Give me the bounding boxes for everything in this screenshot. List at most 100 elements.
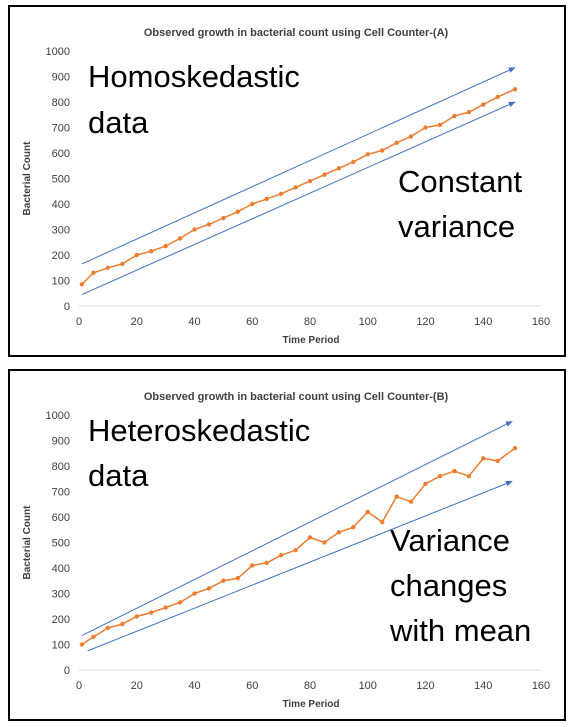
chart-b-trend-lines [81,420,513,652]
chart-b-data-point [177,600,183,605]
chart-a-data-point [105,265,111,270]
chart-a-x-tick-label: 100 [359,316,377,328]
chart-b-x-tick-label: 80 [304,680,316,692]
chart-b-data-point [163,605,168,610]
chart-b-x-tick-label: 20 [131,680,143,692]
chart-a-data-point [221,215,226,221]
chart-b-data-point [120,621,125,627]
chart-b-data-point [264,560,269,566]
chart-a-data-point [148,248,154,254]
chart-a-data-point [423,125,428,130]
chart-a-x-tick-label: 60 [246,316,258,328]
chart-a-x-ticks: 0 20 40 60 80 100 120 140 160 [76,316,550,328]
chart-a-title: Observed growth in bacterial count using… [144,27,449,39]
chart-a-annotation-2: data [88,105,149,140]
chart-a-data-point [250,201,255,207]
chart-b-data-point [192,591,197,596]
chart-a-annotation-1: Homoskedastic [88,59,300,94]
chart-a-data-point [79,282,85,287]
chart-b-data-point [322,540,327,545]
chart-a-data-point [322,172,327,177]
chart-b-data-point [336,530,342,535]
chart-b-data-point [466,474,472,479]
chart-a-y-tick-label: 800 [52,97,70,109]
chart-b-data-point [351,525,356,530]
chart-a-trend-line-upper [81,67,516,265]
chart-b-data-point [408,499,414,504]
chart-a-series [79,87,518,287]
chart-b-data-point [437,474,443,479]
chart-b-x-ticks: 0 20 40 60 80 100 120 140 160 [76,680,550,692]
chart-a-annotation-3: Constant [398,164,522,199]
chart-a-data-point [177,236,183,241]
chart-a-data-point [394,140,399,145]
chart-a-x-tick-label: 20 [131,316,143,328]
chart-b-data-point [379,519,385,525]
chart-b-y-tick-label: 200 [52,614,70,626]
chart-b-y-tick-label: 1000 [46,410,70,422]
chart-a-data-point [235,209,241,214]
chart-b-x-tick-label: 140 [474,680,492,692]
chart-b-data-point [423,481,428,487]
chart-a-y-tick-label: 400 [52,199,70,211]
chart-a-data-point [163,243,168,249]
chart-a-y-tick-label: 100 [52,276,70,288]
chart-b-y-tick-label: 600 [52,512,70,524]
chart-b-y-tick-label: 100 [52,640,70,652]
chart-b-x-tick-label: 60 [246,680,258,692]
chart-a-trend-lines [81,67,516,295]
chart-b-data-point [134,614,139,619]
chart-a-data-point [293,185,298,190]
chart-a-data-point [264,196,269,202]
chart-a-trend-line-lower [81,101,516,295]
chart-a-data-point [206,222,212,227]
chart-a-x-tick-label: 140 [474,316,492,328]
chart-a-x-tick-label: 40 [188,316,200,328]
chart-a-y-tick-label: 1000 [46,46,70,58]
chart-b-y-ticks: 0 100 200 300 400 500 600 700 800 900 1000 [46,410,70,677]
chart-a-data-point [408,134,414,139]
chart-panel-b: Observed growth in bacterial count using… [8,369,566,721]
chart-a-y-tick-label: 700 [52,123,70,135]
chart-a-data-point [512,87,518,92]
chart-a-data-point [437,122,443,128]
chart-a-data-point [481,102,486,107]
chart-b-y-label: Bacterial Count [22,505,33,580]
chart-b-data-point [293,547,298,553]
chart-a-data-point [365,152,370,157]
chart-a-data-point [379,148,385,153]
chart-a-data-point [336,166,342,171]
chart-a-y-tick-label: 900 [52,72,70,84]
chart-b-data-point [307,535,313,540]
chart-b-data-point [481,456,486,461]
chart-a-svg: Observed growth in bacterial count using… [22,27,550,346]
chart-a-data-point [120,261,125,267]
chart-a-x-tick-label: 160 [532,316,550,328]
chart-panel-a: Observed growth in bacterial count using… [8,5,566,357]
chart-b-data-point [91,634,96,640]
chart-b-y-tick-label: 500 [52,538,70,550]
chart-b-y-tick-label: 0 [64,665,70,677]
chart-b-data-point [495,458,500,464]
chart-a-y-tick-label: 300 [52,225,70,237]
chart-a-x-tick-label: 80 [304,316,316,328]
chart-a-y-tick-label: 200 [52,250,70,262]
chart-b-annotation-1: Heteroskedastic [88,413,310,448]
chart-b-data-point [235,576,241,581]
chart-b-annotation-2: data [88,458,149,493]
chart-a-data-point [466,110,472,115]
chart-b-annotation-5: with mean [389,613,531,648]
chart-a-data-point [134,252,139,258]
chart-a-data-point [192,227,197,232]
chart-a-y-tick-label: 600 [52,148,70,160]
chart-b-trend-line-upper [81,420,513,637]
chart-b-data-point [79,642,85,647]
chart-a-data-point [495,94,500,100]
chart-b-svg: Observed growth in bacterial count using… [22,391,550,710]
chart-b-x-tick-label: 120 [416,680,434,692]
chart-b-y-tick-label: 400 [52,563,70,575]
chart-b-data-point [278,553,284,558]
chart-a-data-point [91,270,96,276]
chart-b-x-tick-label: 160 [532,680,550,692]
chart-a-data-point [452,113,457,119]
